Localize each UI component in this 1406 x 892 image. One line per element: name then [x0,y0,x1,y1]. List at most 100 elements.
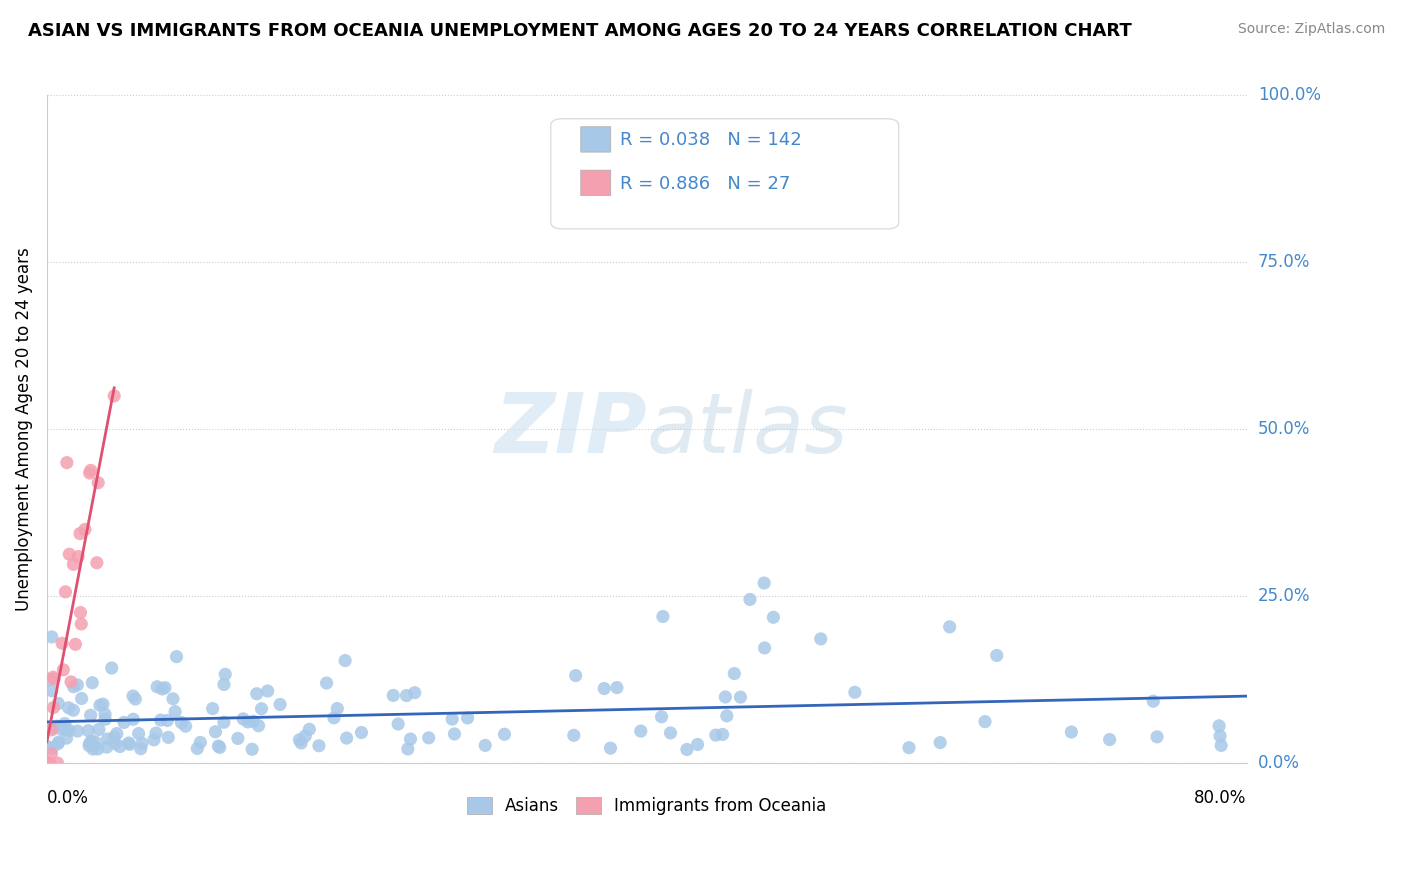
Point [37,739,59,754]
Point [659,726,682,740]
Point [55,731,77,746]
Point [562,728,585,742]
Point [844,685,866,699]
Point [723,666,745,681]
Point [246,687,269,701]
Point [41,683,63,698]
Point [294,729,316,743]
Point [51,636,73,650]
Point [129,741,152,756]
Point [53,716,76,731]
Point [166,649,188,664]
Point [1142,694,1164,708]
Point [105,726,128,740]
Point [752,576,775,591]
Point [730,690,752,705]
Point [46,697,69,711]
Point [58,723,80,738]
Point [103,730,125,744]
FancyBboxPatch shape [581,170,610,195]
Point [236,714,259,729]
Point [67,549,90,564]
Point [41,630,63,644]
Point [315,676,337,690]
Point [41,723,63,737]
Point [62,558,84,572]
Text: 50.0%: 50.0% [1258,420,1310,438]
Point [70,617,93,632]
Point [898,740,921,755]
Point [41,747,63,761]
Point [214,667,236,681]
Point [58,700,80,714]
Point [810,632,832,646]
Point [153,681,176,695]
Point [762,610,785,624]
Point [112,715,135,730]
Point [65,637,87,651]
Point [938,620,960,634]
Point [87,475,110,490]
Point [94,707,117,722]
Point [83,739,105,754]
Point [69,606,91,620]
Point [48,735,70,749]
Point [212,715,235,730]
Text: 75.0%: 75.0% [1258,253,1310,271]
Point [212,677,235,691]
Point [104,737,127,751]
Point [395,689,418,703]
Point [676,742,699,756]
Point [387,717,409,731]
Text: ASIAN VS IMMIGRANTS FROM OCEANIA UNEMPLOYMENT AMONG AGES 20 TO 24 YEARS CORRELAT: ASIAN VS IMMIGRANTS FROM OCEANIA UNEMPLO… [28,22,1132,40]
Point [204,724,226,739]
Point [128,726,150,740]
Point [60,674,83,689]
Point [150,681,173,696]
Point [122,689,145,703]
Text: 100.0%: 100.0% [1258,87,1320,104]
Point [754,640,776,655]
Point [165,705,187,719]
Point [162,691,184,706]
Point [396,742,419,756]
Point [269,698,291,712]
Point [474,739,496,753]
Point [240,742,263,756]
Point [716,709,738,723]
Point [84,735,107,749]
Point [326,701,349,715]
Point [94,712,117,726]
Point [77,723,100,738]
Point [52,663,75,677]
Point [96,732,118,747]
Point [457,711,479,725]
Point [186,741,208,756]
Point [606,681,628,695]
Point [418,731,440,745]
Point [441,712,464,726]
Point [51,723,73,737]
Legend: Asians, Immigrants from Oceania: Asians, Immigrants from Oceania [460,790,834,822]
Point [190,735,212,749]
Point [53,723,76,737]
Point [1208,719,1230,733]
Point [593,681,616,696]
Text: R = 0.038   N = 142: R = 0.038 N = 142 [620,131,801,149]
Point [42,700,65,714]
Point [118,738,141,752]
Point [96,740,118,755]
Point [117,736,139,750]
Point [599,741,621,756]
Point [323,711,346,725]
Text: 0.0%: 0.0% [46,789,89,807]
FancyBboxPatch shape [581,127,610,153]
Point [55,585,77,599]
Point [232,712,254,726]
Text: 80.0%: 80.0% [1194,789,1247,807]
Point [404,686,426,700]
Point [564,668,586,682]
Text: atlas: atlas [647,389,848,470]
Point [87,723,110,737]
Y-axis label: Unemployment Among Ages 20 to 24 years: Unemployment Among Ages 20 to 24 years [15,247,32,611]
